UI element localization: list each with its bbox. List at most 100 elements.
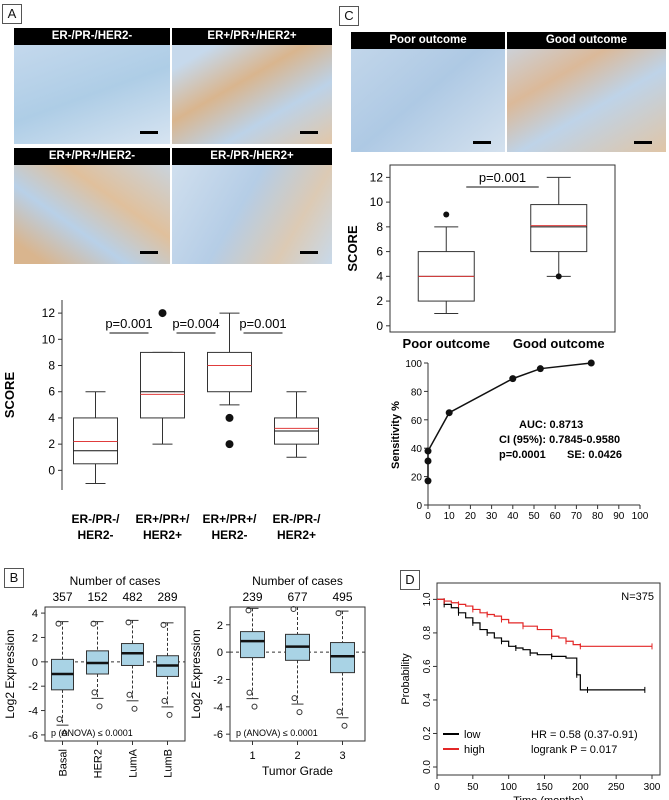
y-tick-label: 20 [411, 473, 423, 484]
box [240, 631, 265, 659]
case-count: 357 [52, 590, 72, 604]
outlier-point [91, 689, 98, 696]
micrograph-label: ER-/PR-/HER2- [14, 28, 170, 45]
outlier-point [161, 697, 168, 704]
y-tick-label: -6 [213, 729, 223, 741]
scale-bar [473, 141, 491, 144]
outlier-point [56, 716, 63, 723]
box [73, 417, 118, 465]
x-tick-label: 80 [592, 511, 604, 522]
outlier-point [166, 711, 173, 718]
se-label: SE: 0.0426 [567, 449, 622, 461]
x-tick-label: 300 [644, 782, 661, 793]
plot-frame [44, 606, 186, 742]
y-tick-label: 80 [411, 387, 423, 398]
outlier-point [225, 413, 234, 422]
y-tick-label: 0 [217, 647, 223, 659]
micrograph-good-outcome: Good outcome [507, 32, 666, 152]
scale-bar [300, 131, 318, 134]
x-tick-label: 1 [249, 750, 255, 762]
outlier-point [335, 610, 342, 617]
y-tick-label: 4 [376, 269, 383, 283]
micrograph-er-pos-pr-pos-her2-neg: ER+/PR+/HER2- [14, 148, 170, 264]
cases-title: Number of cases [252, 575, 343, 588]
y-tick-label: 0.2 [422, 726, 433, 740]
y-tick-label: 60 [411, 416, 423, 427]
y-tick-label: 100 [405, 359, 422, 370]
roc-point [424, 477, 432, 485]
box [140, 351, 185, 419]
outlier-point [158, 309, 167, 318]
case-count: 239 [242, 590, 262, 604]
x-tick-label: 3 [339, 750, 345, 762]
y-tick-label: 0.8 [422, 626, 433, 640]
y-tick-label: 2 [217, 620, 223, 632]
x-axis-label: 100% - Specificity [488, 524, 582, 525]
roc-point [536, 365, 544, 373]
micrograph-er-neg-pr-neg-her2-neg: ER-/PR-/HER2- [14, 28, 170, 144]
outlier-point [251, 703, 258, 710]
p-value-label: p=0.001 [239, 316, 286, 331]
y-tick-label: 8 [48, 359, 55, 373]
outlier-point [90, 620, 97, 627]
y-tick-label: 0 [32, 657, 38, 669]
y-axis-label: SCORE [345, 225, 360, 272]
p-value-label: p=0.001 [479, 170, 526, 185]
kaplan-meier-survival-plot: 0.0 0.2 0.4 0.6 0.8 1.0 0 50 100 150 200 250 300 Time… [400, 582, 661, 800]
roc-point [445, 409, 453, 417]
logrank-label: logrank P = 0.017 [531, 744, 617, 756]
p-value-label: p=0.001 [105, 316, 152, 331]
p-value-label: p=0.0001 [499, 449, 546, 461]
y-tick-label: 2 [48, 437, 55, 451]
outlier-point [341, 722, 348, 729]
legend-label: high [464, 744, 485, 756]
y-tick-label: -2 [213, 674, 223, 686]
plot-frame [436, 582, 661, 776]
y-tick-label: 0 [416, 501, 422, 512]
x-tick-label: 10 [444, 511, 456, 522]
outlier-point [126, 691, 133, 698]
outlier-point [245, 607, 252, 614]
x-tick-label: 50 [467, 782, 479, 793]
x-tick-label: 100 [500, 782, 517, 793]
x-tick-label: 20 [465, 511, 477, 522]
x-tick-label: ER+/PR+/ [202, 512, 257, 526]
x-tick-label: HER2+ [143, 528, 182, 542]
y-axis-label: SCORE [2, 372, 17, 419]
panel-label-a: A [2, 4, 22, 24]
legend-label: low [464, 729, 481, 741]
x-tick-label: 2 [294, 750, 300, 762]
outlier-point [555, 273, 562, 280]
y-axis-label: Log2 Expression [3, 629, 17, 718]
x-tick-label: ER+/PR+/ [135, 512, 190, 526]
score-boxplot-by-subtype: 0 2 4 6 8 10 12 SCORE p=0.001 p=0.004 p=0.001 ER-/P… [2, 300, 321, 542]
y-axis-label: Probability [400, 653, 412, 705]
outlier-point [336, 708, 343, 715]
x-tick-label: HER2+ [277, 528, 316, 542]
p-value-label: p=0.004 [172, 316, 219, 331]
micrograph-label: ER+/PR+/HER2+ [172, 28, 332, 45]
micrograph-label: ER+/PR+/HER2- [14, 148, 170, 165]
survival-curve-high [437, 598, 652, 647]
outlier-point [225, 440, 234, 449]
roc-point [424, 457, 432, 465]
x-tick-label: HER2- [77, 528, 113, 542]
cases-title: Number of cases [70, 575, 161, 588]
micrograph-label: Good outcome [507, 32, 666, 49]
y-tick-label: -4 [213, 702, 223, 714]
outlier-point [55, 620, 62, 627]
y-tick-label: 2 [376, 294, 383, 308]
x-tick-label: LumA [128, 748, 140, 777]
survival-curve-low [437, 598, 645, 691]
x-tick-label: Basal [58, 749, 70, 777]
expression-boxplot-by-subtype: -6 -4 -2 0 2 4 Log2 Expression Number of cases 3… [3, 575, 186, 778]
scale-bar [300, 251, 318, 254]
outlier-point [131, 705, 138, 712]
case-count: 152 [87, 590, 107, 604]
x-tick-label: 40 [507, 511, 519, 522]
x-tick-label: 150 [536, 782, 553, 793]
outlier-point [160, 621, 167, 628]
x-axis-label: Tumor Grade [262, 764, 333, 778]
y-tick-label: -2 [28, 681, 38, 693]
y-tick-label: 4 [32, 608, 38, 620]
